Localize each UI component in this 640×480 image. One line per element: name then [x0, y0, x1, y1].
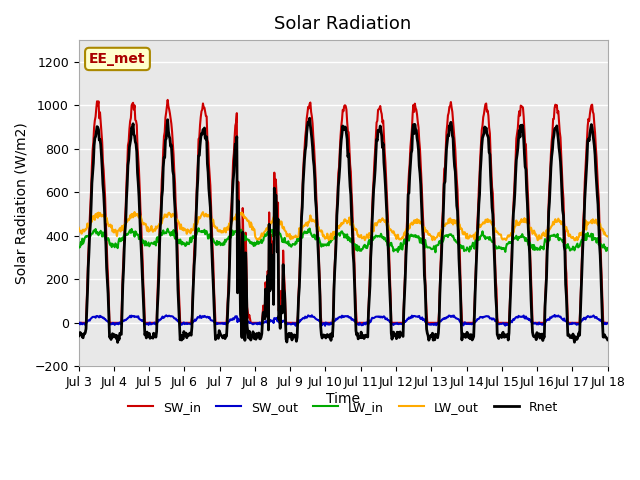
Line: SW_in: SW_in	[79, 100, 607, 323]
Title: Solar Radiation: Solar Radiation	[275, 15, 412, 33]
Legend: SW_in, SW_out, LW_in, LW_out, Rnet: SW_in, SW_out, LW_in, LW_out, Rnet	[123, 396, 563, 419]
LW_out	[193, 221, 201, 227]
LW_out	[84, 224, 92, 229]
SW_in	[75, 320, 83, 326]
LW_out	[604, 234, 611, 240]
X-axis label: Time: Time	[326, 392, 360, 406]
Text: EE_met: EE_met	[89, 52, 146, 66]
Rnet	[409, 127, 417, 133]
Line: Rnet: Rnet	[79, 118, 607, 342]
Rnet	[75, 333, 83, 339]
LW_out	[409, 222, 417, 228]
LW_in	[431, 250, 439, 255]
LW_in	[75, 244, 83, 250]
LW_in	[193, 232, 200, 238]
LW_out	[221, 226, 229, 231]
LW_out	[140, 221, 147, 227]
Line: LW_in: LW_in	[79, 228, 607, 252]
SW_out	[604, 321, 611, 326]
SW_in	[84, 253, 92, 259]
Rnet	[604, 337, 611, 343]
Line: SW_out: SW_out	[79, 315, 607, 326]
SW_in	[193, 177, 201, 182]
SW_out	[220, 321, 228, 327]
SW_out	[193, 316, 200, 322]
Rnet	[306, 115, 314, 121]
LW_in	[408, 233, 416, 239]
SW_out	[139, 317, 147, 323]
SW_out	[75, 321, 83, 327]
LW_in	[221, 237, 229, 242]
LW_in	[84, 233, 92, 239]
LW_in	[604, 245, 611, 251]
Rnet	[114, 339, 122, 345]
SW_out	[84, 318, 92, 324]
LW_out	[131, 209, 138, 215]
SW_out	[408, 313, 416, 319]
SW_out	[551, 312, 559, 318]
SW_in	[408, 127, 416, 132]
LW_out	[325, 237, 333, 243]
Line: LW_out: LW_out	[79, 212, 607, 240]
Rnet	[221, 336, 229, 341]
LW_out	[424, 231, 432, 237]
SW_in	[139, 258, 147, 264]
Rnet	[193, 189, 201, 195]
Rnet	[140, 301, 147, 307]
Rnet	[424, 333, 432, 338]
SW_in	[164, 97, 172, 103]
LW_in	[195, 225, 202, 231]
LW_in	[424, 245, 431, 251]
LW_in	[139, 240, 147, 246]
LW_out	[75, 225, 83, 230]
SW_out	[424, 321, 431, 327]
SW_out	[321, 323, 329, 329]
SW_in	[424, 320, 431, 326]
SW_in	[221, 320, 229, 326]
SW_in	[604, 320, 611, 326]
Rnet	[84, 265, 92, 271]
Y-axis label: Solar Radiation (W/m2): Solar Radiation (W/m2)	[15, 122, 29, 284]
